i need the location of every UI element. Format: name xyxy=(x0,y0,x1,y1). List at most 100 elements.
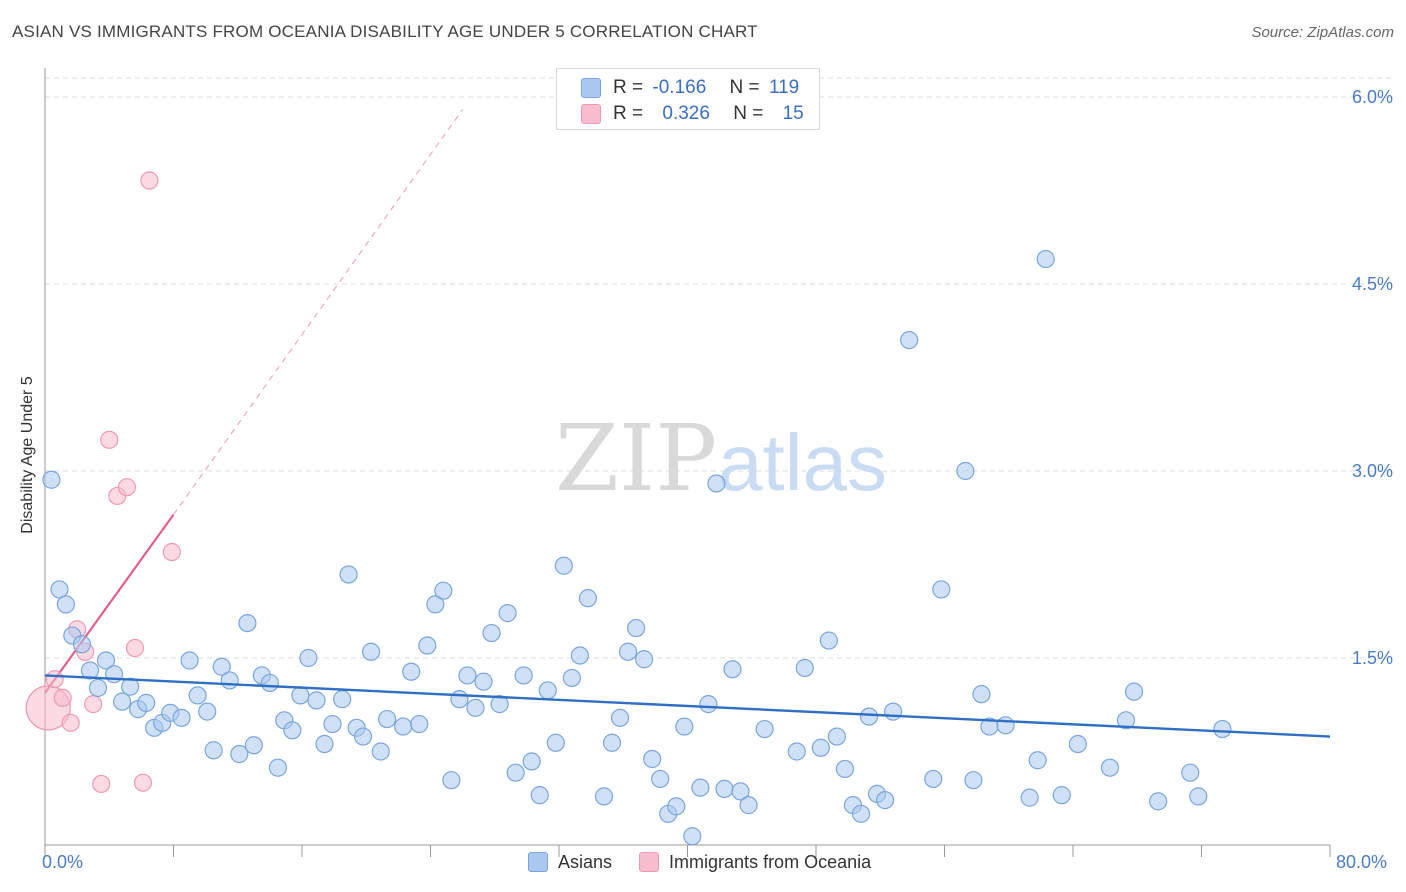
asians-point xyxy=(554,556,573,575)
asians-point xyxy=(418,636,437,655)
oceania-point xyxy=(140,171,159,190)
asians-point xyxy=(50,580,69,599)
asians-point xyxy=(707,474,726,493)
asians-point xyxy=(371,742,390,761)
legend-item-oceania[interactable]: Immigrants from Oceania xyxy=(639,852,871,873)
asians-point xyxy=(875,791,895,810)
asians-trend-line xyxy=(44,674,1331,738)
asians-point xyxy=(244,736,263,755)
y-tick-labels: 1.5% 3.0% 4.5% 6.0% xyxy=(1352,87,1393,668)
asians-point xyxy=(514,666,533,685)
asians-point xyxy=(88,678,108,698)
asians-point xyxy=(996,716,1015,735)
legend-row-asians: R = -0.166 N = 119 xyxy=(581,77,799,101)
asians-point xyxy=(602,733,622,752)
asians-point xyxy=(307,691,326,710)
legend-row-oceania: R = 0.326 N = 15 xyxy=(581,103,804,127)
asians-point xyxy=(260,673,279,693)
asians-point xyxy=(458,666,477,685)
asians-point xyxy=(683,827,702,846)
asians-point xyxy=(188,686,207,705)
asians-point xyxy=(626,618,646,638)
asians-point xyxy=(268,758,288,777)
watermark-atlas: atlas xyxy=(718,418,887,507)
oceania-point xyxy=(92,774,111,794)
asians-point xyxy=(618,642,638,661)
asians-point xyxy=(410,714,429,734)
asians-point xyxy=(353,727,373,746)
asians-point xyxy=(538,681,557,700)
asians-point xyxy=(1116,711,1136,730)
asians-point xyxy=(333,690,352,709)
watermark: ZIP atlas xyxy=(555,405,887,512)
n-value-asians: 119 xyxy=(768,77,800,98)
asians-point xyxy=(96,651,116,670)
asians-point xyxy=(795,658,814,678)
asians-point xyxy=(72,635,92,654)
asians-point xyxy=(112,692,132,711)
asians-point xyxy=(121,677,140,696)
asians-point xyxy=(291,686,310,705)
asians-point xyxy=(699,695,718,714)
asians-point xyxy=(1213,719,1232,739)
r-value-oceania: 0.326 xyxy=(662,103,710,124)
asians-point xyxy=(964,771,983,790)
oceania-point xyxy=(84,695,103,714)
asians-point xyxy=(402,662,421,681)
n-value-oceania: 15 xyxy=(782,103,804,124)
asians-point xyxy=(811,738,830,757)
asians-point xyxy=(315,734,334,754)
n-label: N = xyxy=(733,103,764,124)
asians-point xyxy=(1052,786,1071,805)
asians-point xyxy=(204,741,223,760)
correlation-legend: R = -0.166 N = 119 R = 0.326 N = 15 xyxy=(556,68,820,130)
x-tick-right: 80.0% xyxy=(1336,852,1388,872)
oceania-point xyxy=(53,688,72,707)
asians-point xyxy=(212,657,231,676)
asians-point xyxy=(723,660,742,679)
asians-points xyxy=(42,249,1232,846)
oceania-trend xyxy=(44,109,464,694)
asians-point xyxy=(323,714,342,734)
asians-point xyxy=(42,470,61,489)
asians-point xyxy=(643,749,662,769)
asians-point xyxy=(1068,734,1087,754)
asians-point xyxy=(1124,682,1144,701)
asians-point xyxy=(522,752,541,771)
legend-item-asians[interactable]: Asians xyxy=(528,852,612,873)
series-legend: Asians Immigrants from Oceania xyxy=(528,852,893,873)
oceania-trend-dashed xyxy=(173,109,464,515)
asians-legend-label: Asians xyxy=(558,852,613,872)
asians-point xyxy=(900,331,919,350)
asians-point xyxy=(578,589,598,608)
asians-point xyxy=(299,648,318,668)
asians-point xyxy=(972,685,991,704)
oceania-point xyxy=(117,478,137,497)
asians-point xyxy=(731,782,750,801)
asians-point xyxy=(924,769,943,789)
asians-point xyxy=(450,690,469,709)
r-label: R = xyxy=(613,77,644,98)
asians-point xyxy=(466,698,485,717)
source-label: Source: ZipAtlas.com xyxy=(1251,24,1394,41)
asians-point xyxy=(434,581,453,600)
oceania-point xyxy=(61,713,80,732)
y-tick-label: 1.5% xyxy=(1352,648,1393,668)
asians-point xyxy=(851,804,871,823)
asians-point xyxy=(361,642,381,661)
asians-point xyxy=(198,702,217,721)
asians-point xyxy=(635,650,654,669)
oceania-point xyxy=(133,773,153,792)
asians-point xyxy=(1020,788,1039,807)
asians-legend-swatch xyxy=(528,852,548,872)
asians-point xyxy=(932,580,951,599)
asians-point xyxy=(482,623,501,643)
asians-point xyxy=(755,719,774,739)
r-value-asians: -0.166 xyxy=(652,77,707,98)
asians-point xyxy=(56,595,75,614)
asians-point xyxy=(715,779,734,799)
asians-point xyxy=(956,461,975,481)
asians-point xyxy=(691,778,710,797)
asians-point xyxy=(426,595,445,614)
